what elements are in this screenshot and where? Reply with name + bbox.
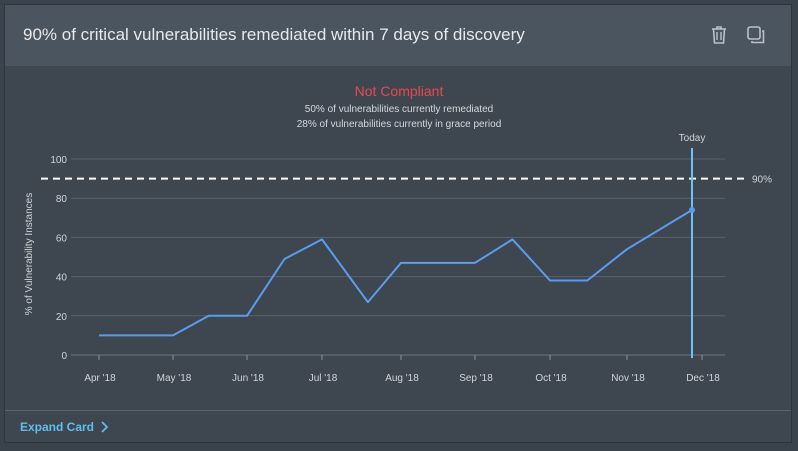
x-tick-label: May '18 (157, 373, 192, 384)
x-tick-label: Jun '18 (232, 373, 264, 384)
x-tick-label: Nov '18 (611, 373, 645, 384)
expand-card-label: Expand Card (20, 420, 95, 434)
card-header: 90% of critical vulnerabilities remediat… (5, 5, 791, 66)
series-line (99, 209, 693, 337)
y-tick-label: 60 (56, 233, 68, 244)
threshold-label: 90% (752, 175, 772, 186)
y-tick-label: 40 (56, 273, 68, 284)
card-footer: Expand Card (5, 410, 791, 442)
x-tick-label: Apr '18 (84, 373, 116, 384)
expand-card-button[interactable]: Expand Card (20, 420, 109, 434)
x-tick-label: Sep '18 (459, 373, 493, 384)
x-tick-label: Dec '18 (686, 373, 720, 384)
card-title: 90% of critical vulnerabilities remediat… (23, 25, 525, 44)
y-axis-label: % of Vulnerability Instances (24, 193, 35, 315)
y-tick-label: 20 (56, 312, 68, 323)
y-tick-label: 80 (56, 194, 68, 205)
metric-card: 90% of critical vulnerabilities remediat… (4, 4, 792, 443)
x-tick-label: Aug '18 (385, 373, 419, 384)
chevron-right-icon (100, 421, 109, 433)
y-tick-label: 100 (50, 155, 67, 166)
x-tick-label: Oct '18 (535, 373, 567, 384)
chart-area: Not Compliant 50% of vulnerabilities cur… (5, 66, 791, 410)
compliance-status: Not Compliant (355, 83, 444, 99)
today-marker (689, 206, 695, 213)
subtitle-remediated: 50% of vulnerabilities currently remedia… (305, 104, 493, 115)
vulnerability-chart: Not Compliant 50% of vulnerabilities cur… (24, 83, 772, 384)
trash-icon[interactable] (708, 24, 730, 46)
x-tick-label: Jul '18 (309, 373, 338, 384)
copy-icon[interactable] (745, 24, 767, 46)
today-label: Today (679, 133, 706, 144)
subtitle-grace-period: 28% of vulnerabilities currently in grac… (297, 119, 502, 130)
y-tick-label: 0 (61, 351, 67, 362)
